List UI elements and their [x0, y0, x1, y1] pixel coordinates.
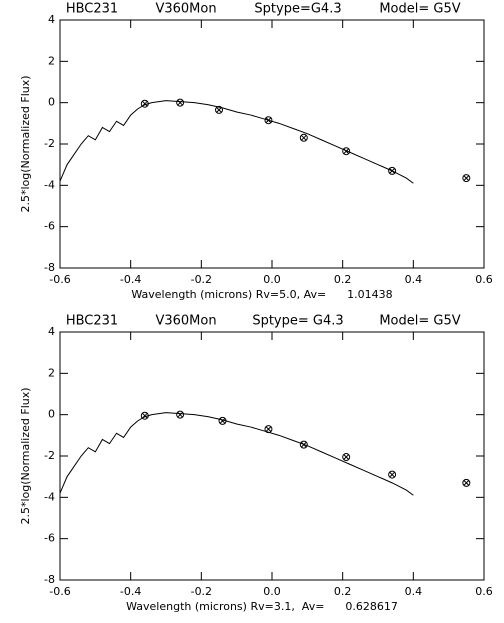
data-point	[462, 478, 471, 487]
marker-cross	[216, 107, 222, 113]
y-axis-label: 2.5*log(Normalized Flux)	[19, 387, 32, 524]
data-point	[388, 166, 397, 175]
y-tick-label: 4	[48, 325, 55, 338]
spectrum-line	[59, 412, 414, 496]
y-tick-label: 0	[48, 96, 55, 109]
header-label: Sptype=G4.3	[254, 2, 341, 17]
marker-circle	[264, 425, 273, 434]
x-tick-label: 0.4	[405, 273, 423, 286]
x-tick-label: 0.2	[334, 585, 352, 598]
x-tick-label: 0.6	[475, 585, 493, 598]
marker-circle	[215, 105, 223, 114]
data-point	[176, 98, 185, 107]
marker-cross	[177, 99, 183, 106]
plot-frame	[59, 331, 485, 581]
data-point	[140, 411, 149, 420]
marker-circle	[342, 147, 351, 156]
marker-circle	[176, 410, 185, 419]
y-tick-label: -2	[44, 449, 55, 462]
marker-cross	[265, 117, 272, 124]
y-tick-label: 2	[48, 54, 55, 67]
x-tick-label: 0.0	[263, 273, 281, 286]
marker-cross	[300, 134, 307, 141]
marker-cross	[343, 454, 350, 460]
marker-cross	[463, 480, 470, 486]
marker-cross	[389, 168, 395, 174]
marker-circle	[388, 166, 397, 175]
header-label: V360Mon	[155, 314, 216, 329]
marker-circle	[176, 98, 185, 107]
data-point	[176, 410, 185, 419]
marker-circle	[299, 133, 308, 142]
marker-circle	[218, 416, 227, 425]
data-point	[388, 470, 397, 479]
marker-circle	[140, 411, 149, 420]
x-tick-label: -0.4	[120, 273, 141, 286]
header-label: HBC231	[66, 2, 118, 17]
y-tick-label: 4	[48, 13, 55, 26]
data-point	[215, 105, 223, 114]
y-axis-label: 2.5*log(Normalized Flux)	[19, 75, 32, 212]
x-tick-label: 0.4	[405, 585, 423, 598]
x-axis-label: Wavelength (microns) Rv=3.1, Av= 0.62861…	[126, 600, 398, 613]
x-tick-label: -0.4	[120, 585, 141, 598]
marker-cross	[219, 418, 226, 424]
header-label: Model= G5V	[379, 2, 460, 17]
spectrum-line	[59, 100, 414, 184]
marker-circle	[462, 174, 471, 183]
x-tick-label: -0.6	[49, 273, 70, 286]
header-label: Model= G5V	[379, 314, 460, 329]
marker-cross	[265, 426, 272, 432]
plot-frame	[59, 19, 485, 269]
data-point	[299, 440, 308, 449]
data-point	[342, 147, 351, 156]
header-label: V360Mon	[155, 2, 216, 17]
header-label: HBC231	[66, 314, 118, 329]
y-tick-label: -8	[44, 261, 55, 274]
marker-cross	[343, 148, 350, 155]
marker-circle	[342, 453, 351, 462]
data-point	[264, 425, 273, 434]
data-point	[140, 99, 149, 108]
y-tick-label: -4	[44, 178, 55, 191]
x-axis-label: Wavelength (microns) Rv=5.0, Av= 1.01438	[131, 288, 392, 301]
data-point	[462, 174, 471, 183]
data-point	[264, 116, 273, 125]
header-label: Sptype= G4.3	[252, 314, 343, 329]
data-point	[299, 133, 308, 142]
marker-cross	[141, 412, 148, 419]
y-tick-label: 2	[48, 366, 55, 379]
marker-cross	[141, 100, 148, 107]
y-tick-label: -6	[44, 532, 55, 545]
marker-circle	[388, 470, 397, 479]
y-tick-label: -2	[44, 137, 55, 150]
data-point	[342, 453, 351, 462]
x-tick-label: 0.6	[475, 273, 493, 286]
y-tick-label: 0	[48, 408, 55, 421]
marker-circle	[462, 478, 471, 487]
x-tick-label: -0.2	[191, 585, 212, 598]
x-tick-label: -0.2	[191, 273, 212, 286]
marker-cross	[463, 175, 470, 181]
data-point	[218, 416, 227, 425]
marker-circle	[264, 116, 273, 125]
y-tick-label: -6	[44, 220, 55, 233]
x-tick-label: 0.0	[263, 585, 281, 598]
y-tick-label: -8	[44, 573, 55, 586]
marker-cross	[389, 471, 395, 478]
x-tick-label: 0.2	[334, 273, 352, 286]
marker-circle	[140, 99, 149, 108]
y-tick-label: -4	[44, 490, 55, 503]
marker-cross	[300, 441, 307, 448]
x-tick-label: -0.6	[49, 585, 70, 598]
marker-cross	[177, 411, 183, 418]
marker-circle	[299, 440, 308, 449]
